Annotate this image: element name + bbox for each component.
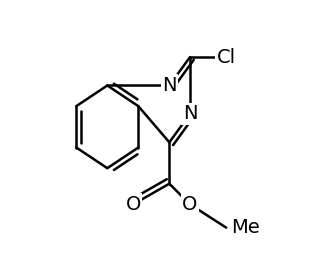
Text: O: O [126, 195, 141, 214]
Text: Me: Me [232, 218, 260, 237]
Text: N: N [162, 76, 176, 95]
Text: O: O [182, 195, 198, 214]
Text: N: N [183, 104, 197, 123]
Text: Cl: Cl [217, 48, 236, 67]
